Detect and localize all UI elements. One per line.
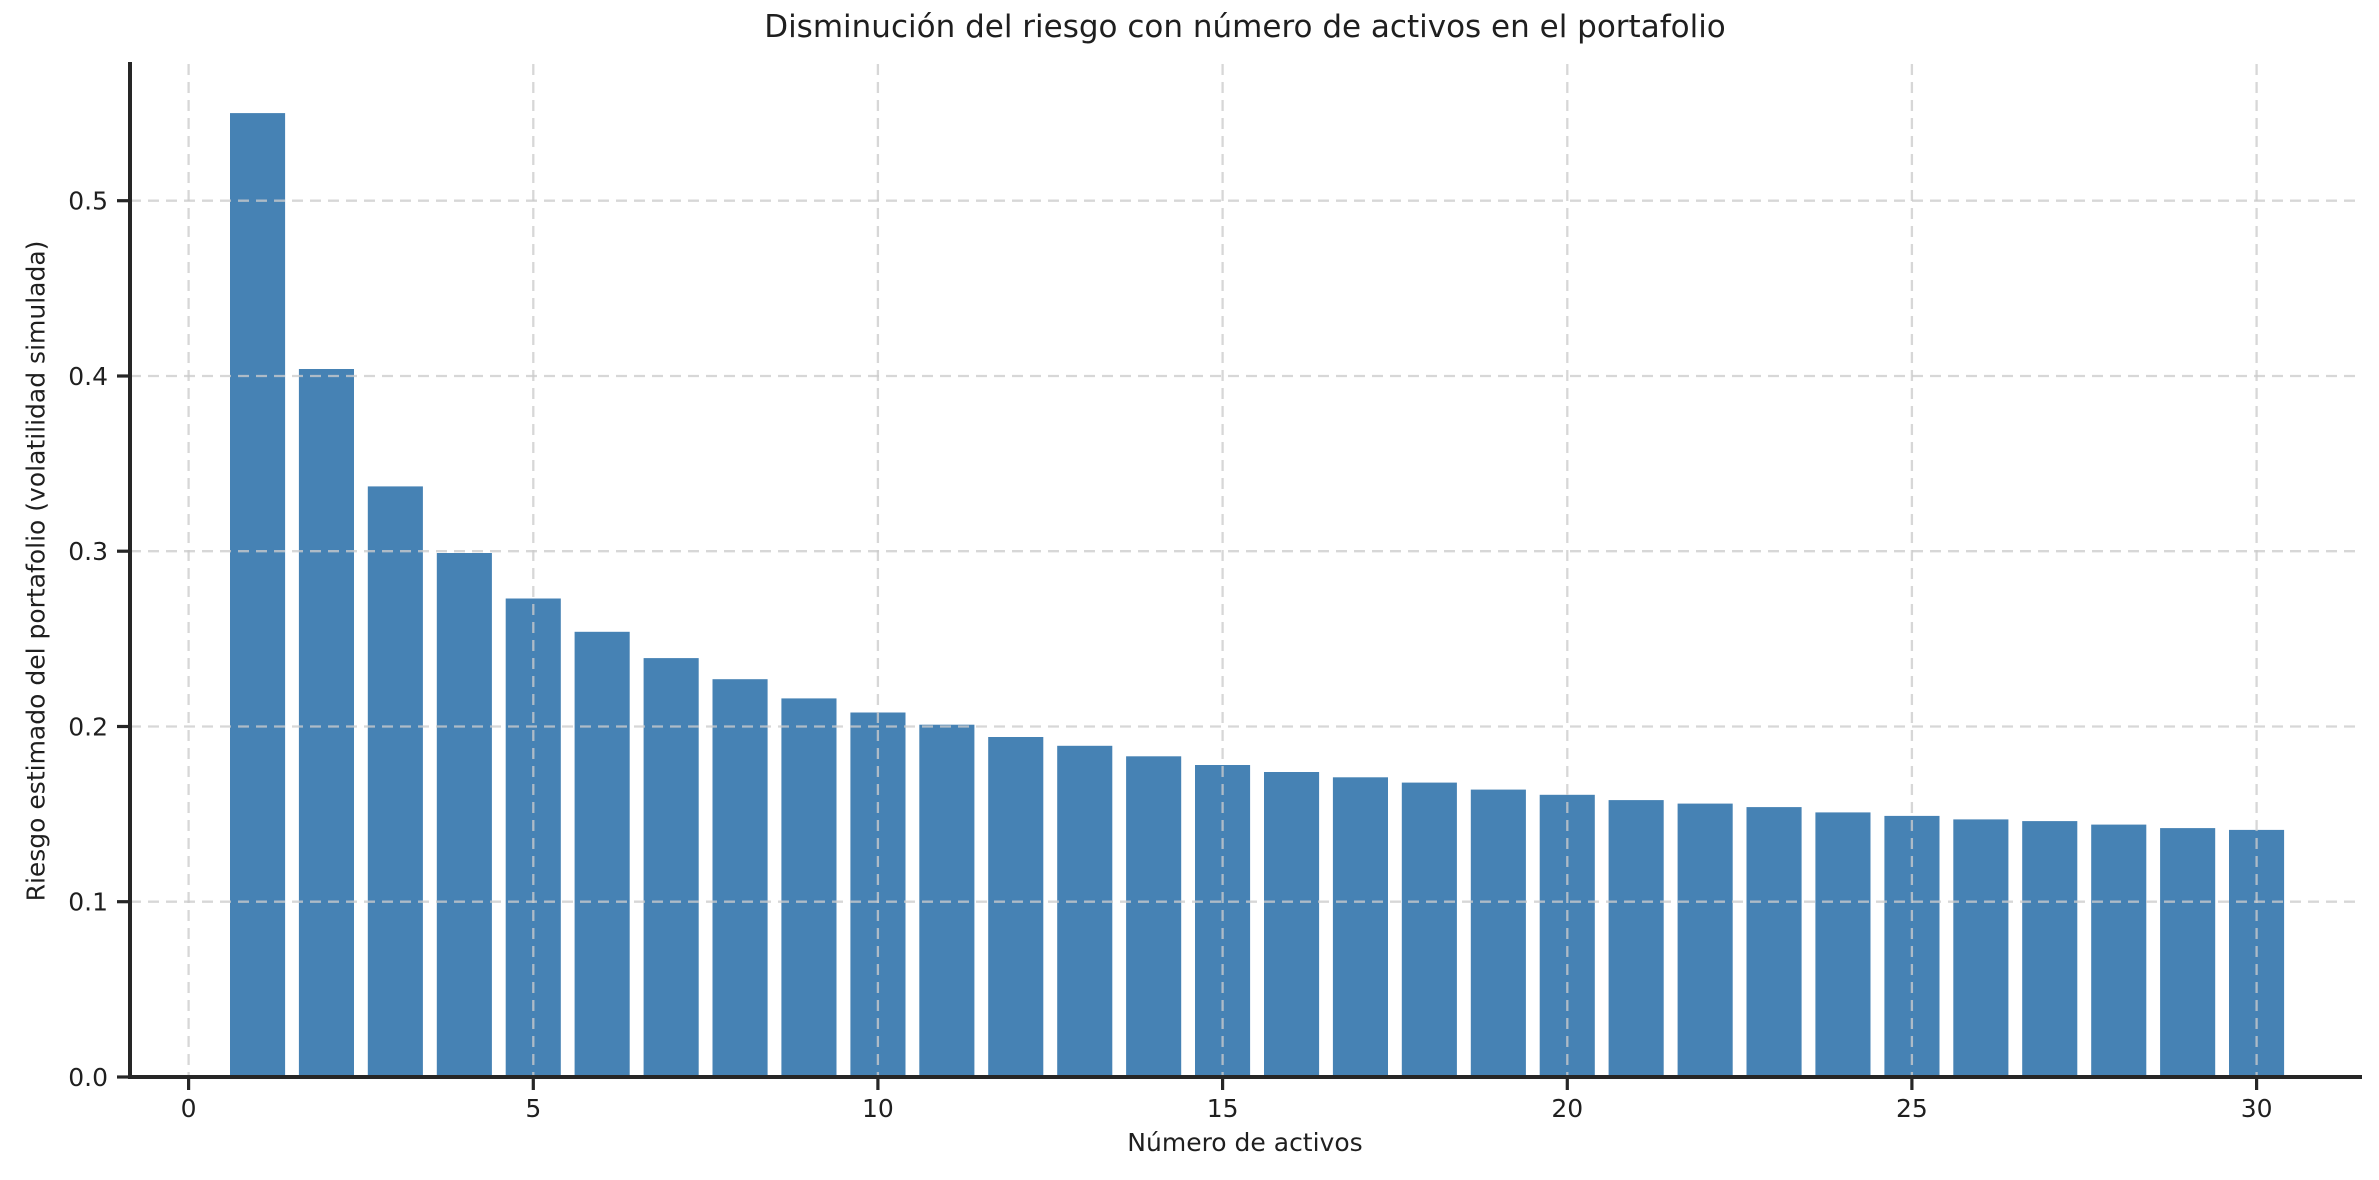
bar-19: [1470, 789, 1526, 1077]
bar-27: [2022, 821, 2078, 1077]
bar-14: [1126, 756, 1182, 1077]
y-tick-label: 0.5: [68, 187, 108, 216]
bar-26: [1953, 819, 2009, 1077]
bar-12: [988, 737, 1044, 1077]
y-tick-label: 0.0: [68, 1063, 108, 1092]
bar-1: [230, 113, 286, 1078]
bar-17: [1332, 777, 1388, 1077]
bar-2: [298, 369, 354, 1077]
bar-6: [574, 631, 630, 1077]
y-tick-label: 0.4: [68, 362, 108, 391]
bar-13: [1057, 745, 1113, 1077]
x-tick-label: 20: [1551, 1094, 1583, 1123]
bar-7: [643, 658, 699, 1077]
y-axis-label: Riesgo estimado del portafolio (volatili…: [21, 240, 51, 902]
bar-23: [1746, 807, 1802, 1077]
x-tick-label: 30: [2241, 1094, 2273, 1123]
x-tick-label: 15: [1207, 1094, 1239, 1123]
chart-title: Disminución del riesgo con número de act…: [764, 9, 1726, 45]
y-tick-label: 0.1: [68, 888, 108, 917]
bar-18: [1401, 782, 1457, 1077]
x-tick-label: 25: [1896, 1094, 1928, 1123]
x-axis-label: Número de activos: [1127, 1128, 1363, 1157]
x-tick-label: 0: [181, 1094, 197, 1123]
bar-8: [712, 679, 768, 1077]
x-tick-label: 5: [525, 1094, 541, 1123]
x-tick-label: 10: [862, 1094, 894, 1123]
bar-22: [1677, 803, 1733, 1077]
bar-9: [781, 698, 837, 1077]
bar-21: [1608, 800, 1664, 1077]
bar-4: [436, 553, 492, 1077]
bar-16: [1264, 772, 1320, 1077]
bar-3: [367, 486, 423, 1077]
bar-28: [2091, 824, 2147, 1077]
bar-24: [1815, 812, 1871, 1077]
y-tick-label: 0.3: [68, 537, 108, 566]
y-tick-label: 0.2: [68, 713, 108, 742]
bar-29: [2160, 828, 2216, 1077]
